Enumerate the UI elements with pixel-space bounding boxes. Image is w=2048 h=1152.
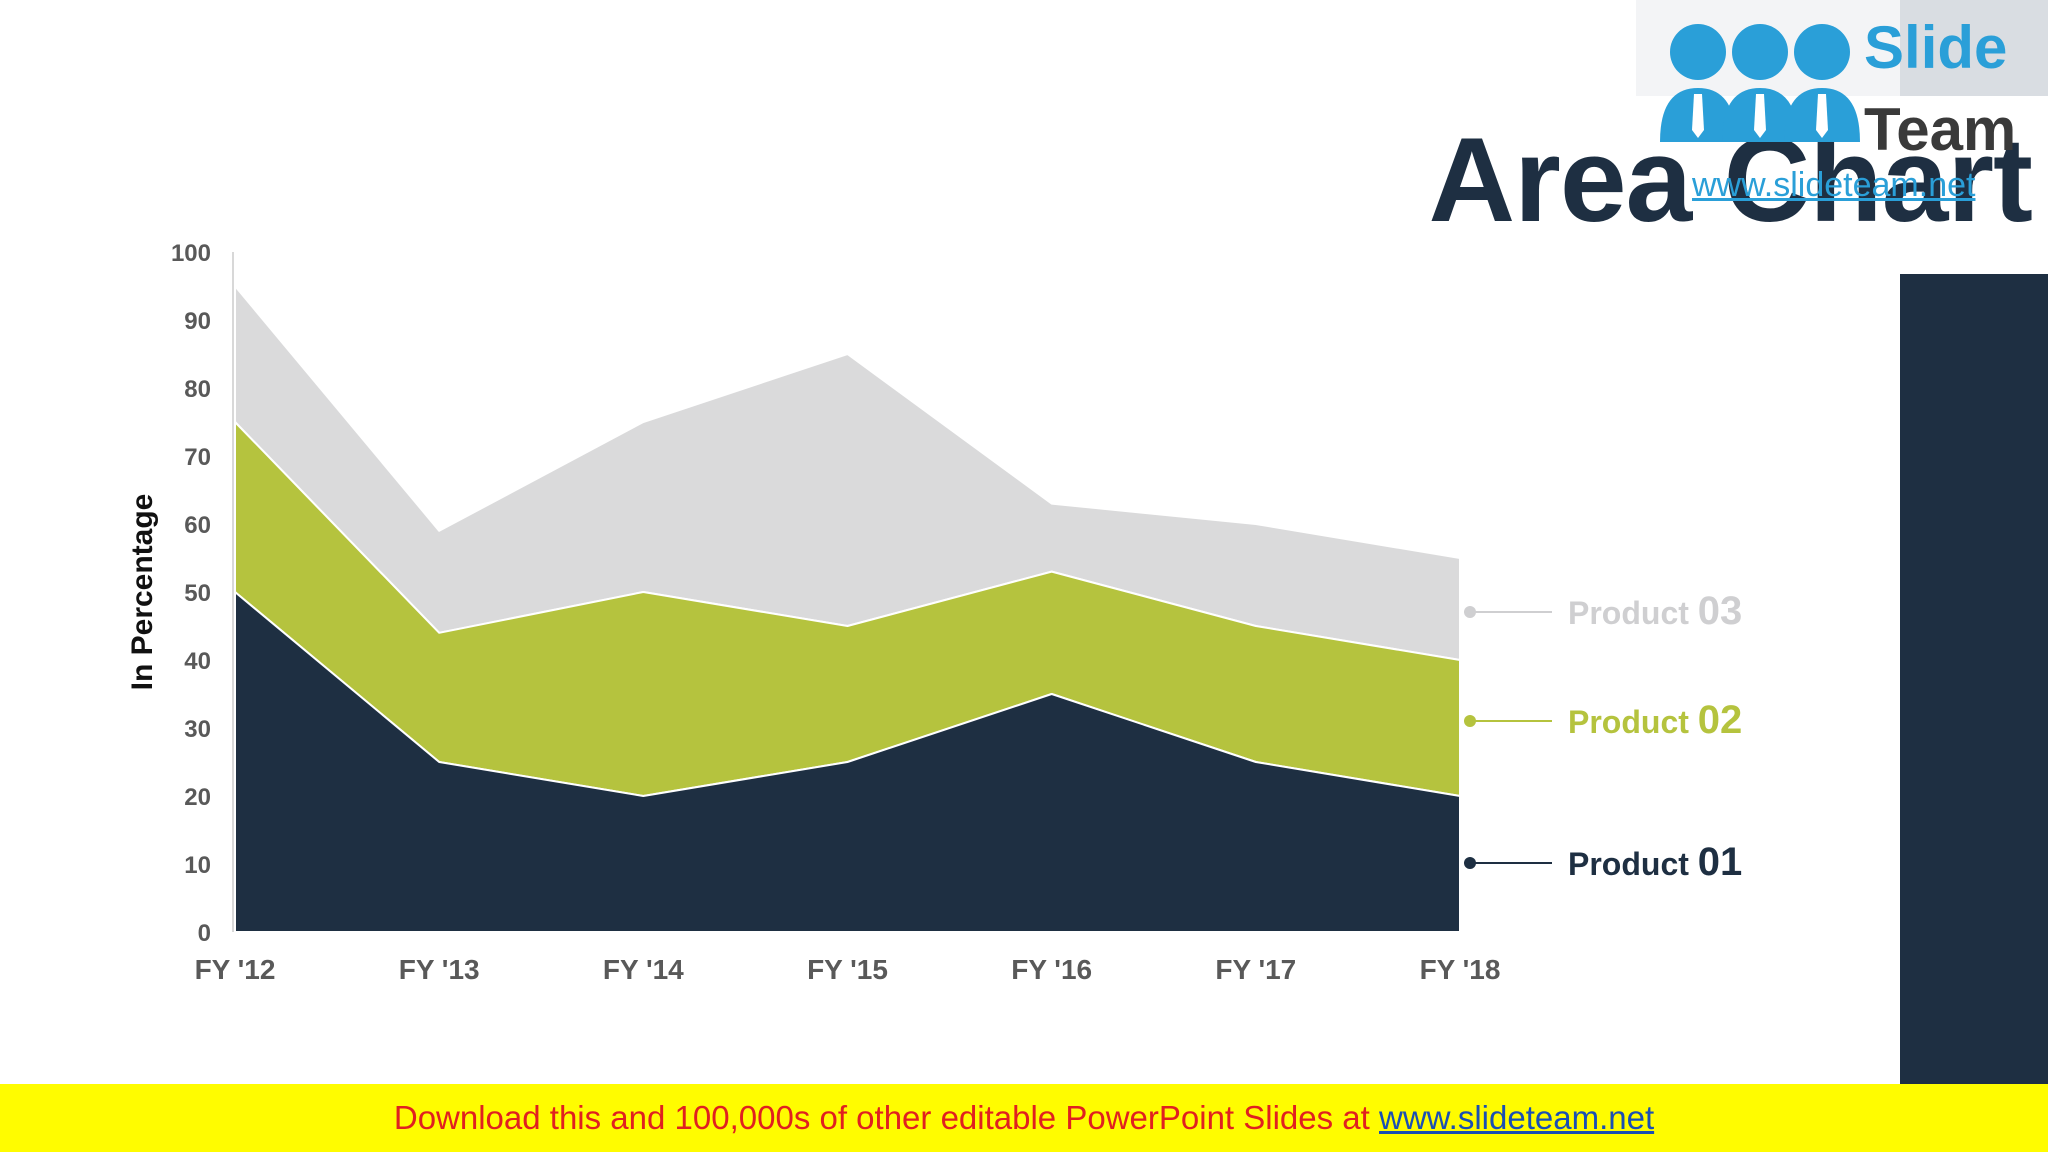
x-tick-label: FY '12	[195, 954, 276, 985]
x-tick-label: FY '17	[1215, 954, 1296, 985]
area-product-03	[234, 285, 1461, 661]
y-tick-label: 50	[184, 580, 211, 607]
right-accent-bar	[1900, 274, 2048, 1084]
x-tick-labels: FY '12 FY '13 FY '14 FY '15 FY '16 FY '17 FY '…	[195, 954, 1501, 985]
y-tick-label: 90	[184, 308, 211, 335]
y-tick-label: 10	[184, 852, 211, 879]
y-tick-label: 30	[184, 716, 211, 743]
legend-label-product-03: Product 03	[1568, 589, 1742, 633]
logo-url[interactable]: www.slideteam.net	[1692, 166, 1976, 204]
logo-grey-block	[1900, 0, 2048, 96]
x-tick-label: FY '16	[1011, 954, 1092, 985]
y-tick-label: 40	[184, 648, 211, 675]
y-tick-label: 0	[198, 920, 211, 947]
logo-team-text: Team	[1864, 96, 2017, 163]
download-banner: Download this and 100,000s of other edit…	[0, 1084, 2048, 1152]
legend-label-product-01: Product 01	[1568, 840, 1742, 884]
logo-slide-text: Slide	[1864, 14, 2008, 81]
legend-number: 01	[1698, 840, 1743, 884]
legend-label-product-02: Product 02	[1568, 698, 1742, 742]
x-tick-label: FY '18	[1420, 954, 1501, 985]
legend-word: Product	[1568, 595, 1698, 631]
y-tick-label: 100	[171, 240, 211, 267]
slideteam-logo: Slide Team www.slideteam.net	[1636, 0, 2048, 204]
legend-dot-product-02	[1464, 715, 1476, 727]
legend-dot-product-03	[1464, 606, 1476, 618]
y-tick-label: 80	[184, 376, 211, 403]
y-tick-label: 70	[184, 444, 211, 471]
y-tick-labels: 0 10 20 30 40 50 60 70 80 90 100	[171, 240, 211, 947]
legend-word: Product	[1568, 846, 1698, 882]
y-axis-label: In Percentage	[126, 494, 159, 691]
banner-prefix: Download this and 100,000s of other edit…	[393, 1099, 1379, 1136]
x-tick-label: FY '15	[807, 954, 888, 985]
legend-word: Product	[1568, 704, 1698, 740]
x-tick-label: FY '14	[603, 954, 684, 985]
area-layers	[234, 285, 1461, 933]
legend-number: 03	[1698, 589, 1743, 633]
y-tick-label: 60	[184, 512, 211, 539]
people-icon	[1660, 24, 1860, 142]
y-tick-label: 20	[184, 784, 211, 811]
banner-link[interactable]: www.slideteam.net	[1379, 1099, 1655, 1136]
legend-number: 02	[1698, 698, 1743, 742]
x-tick-label: FY '13	[399, 954, 480, 985]
legend-dot-product-01	[1464, 857, 1476, 869]
area-product-01	[234, 591, 1461, 933]
banner-text: Download this and 100,000s of other edit…	[394, 1099, 1654, 1136]
